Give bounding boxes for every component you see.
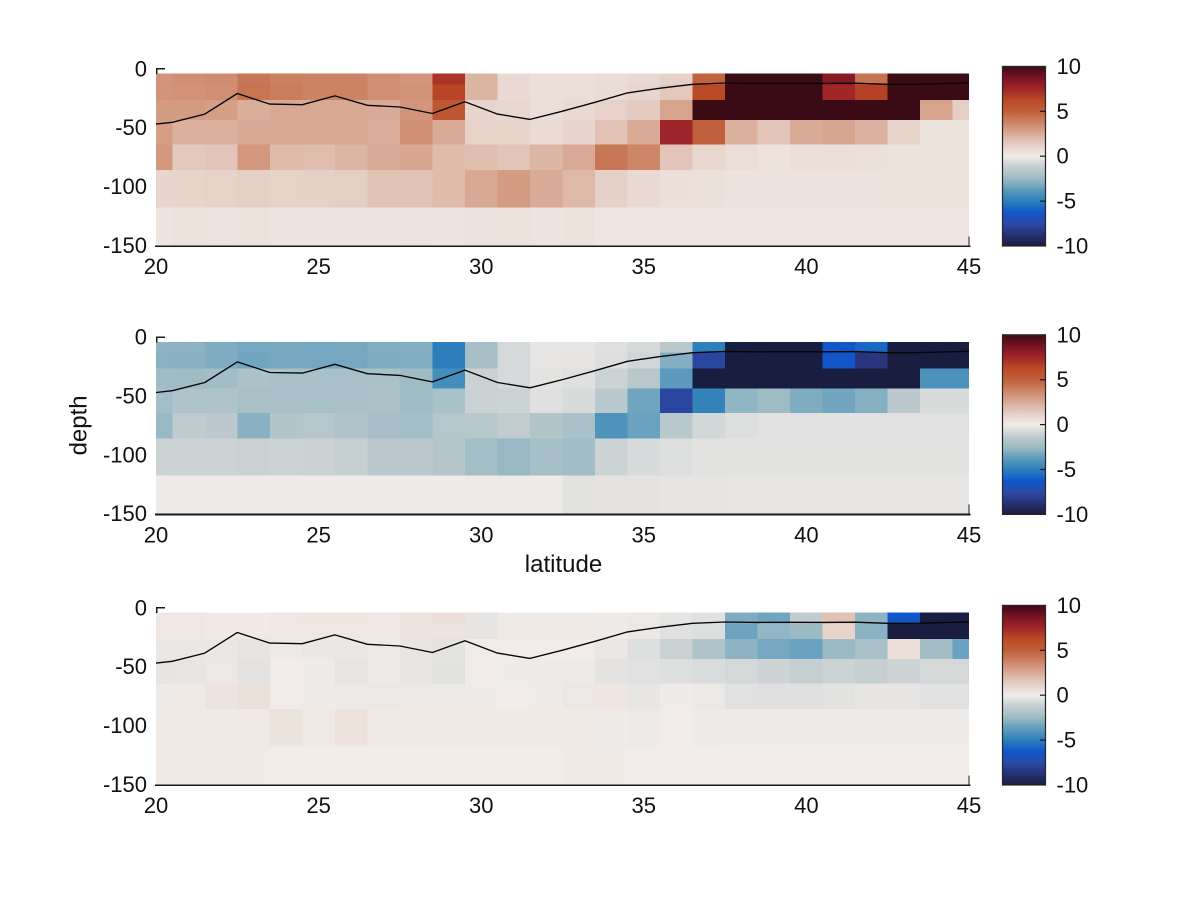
svg-text:0: 0 xyxy=(135,325,147,350)
svg-text:0: 0 xyxy=(135,56,147,81)
svg-text:-5: -5 xyxy=(1057,189,1077,214)
svg-text:40: 40 xyxy=(794,793,818,818)
svg-text:35: 35 xyxy=(632,793,656,818)
svg-text:40: 40 xyxy=(794,254,818,279)
svg-text:45: 45 xyxy=(957,793,981,818)
svg-text:45: 45 xyxy=(957,254,981,279)
svg-text:0: 0 xyxy=(135,595,147,620)
svg-text:30: 30 xyxy=(469,523,493,548)
svg-text:latitude: latitude xyxy=(525,551,602,578)
svg-text:-100: -100 xyxy=(103,713,147,738)
svg-text:-150: -150 xyxy=(103,772,147,797)
svg-text:-10: -10 xyxy=(1057,773,1089,798)
svg-text:0: 0 xyxy=(1057,412,1069,437)
svg-text:25: 25 xyxy=(306,254,330,279)
svg-text:-100: -100 xyxy=(103,442,147,467)
svg-text:5: 5 xyxy=(1057,367,1069,392)
svg-text:-50: -50 xyxy=(115,384,147,409)
svg-text:depth: depth xyxy=(66,395,93,455)
svg-text:25: 25 xyxy=(306,523,330,548)
svg-text:0: 0 xyxy=(1057,683,1069,708)
svg-text:-5: -5 xyxy=(1057,457,1077,482)
svg-text:35: 35 xyxy=(632,523,656,548)
svg-text:30: 30 xyxy=(469,793,493,818)
svg-text:20: 20 xyxy=(144,523,168,548)
svg-text:-50: -50 xyxy=(115,654,147,679)
svg-text:20: 20 xyxy=(144,793,168,818)
svg-text:40: 40 xyxy=(794,523,818,548)
svg-text:-5: -5 xyxy=(1057,728,1077,753)
svg-text:0: 0 xyxy=(1057,144,1069,169)
svg-text:45: 45 xyxy=(957,523,981,548)
svg-text:25: 25 xyxy=(306,793,330,818)
svg-text:5: 5 xyxy=(1057,99,1069,124)
svg-text:-100: -100 xyxy=(103,174,147,199)
svg-text:-50: -50 xyxy=(115,115,147,140)
svg-text:-150: -150 xyxy=(103,233,147,258)
svg-text:-10: -10 xyxy=(1057,502,1089,527)
svg-text:5: 5 xyxy=(1057,638,1069,663)
svg-text:35: 35 xyxy=(632,254,656,279)
svg-text:10: 10 xyxy=(1057,322,1081,347)
svg-text:20: 20 xyxy=(144,254,168,279)
svg-text:10: 10 xyxy=(1057,593,1081,618)
svg-text:10: 10 xyxy=(1057,54,1081,79)
svg-text:-10: -10 xyxy=(1057,234,1089,259)
svg-text:-150: -150 xyxy=(103,501,147,526)
svg-text:30: 30 xyxy=(469,254,493,279)
